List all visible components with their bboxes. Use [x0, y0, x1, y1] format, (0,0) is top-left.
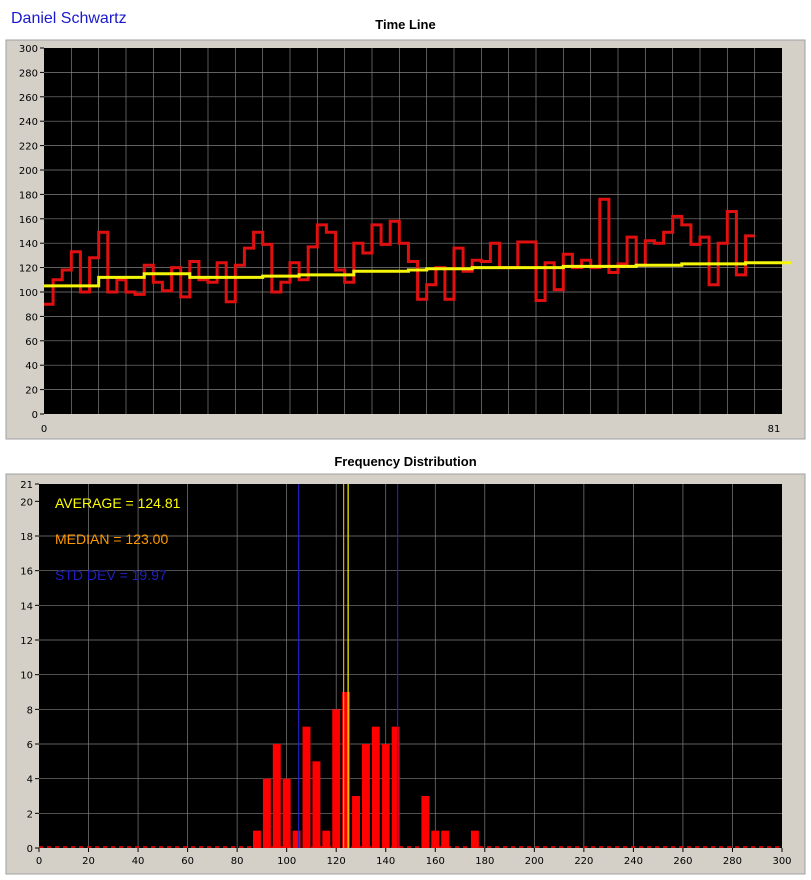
timeline-y-tick-label: 180 — [19, 190, 38, 201]
timeline-x-tick-label: 0 — [41, 424, 47, 435]
frequency-x-tick-label: 300 — [772, 856, 791, 867]
frequency-y-tick-label: 18 — [20, 532, 33, 543]
frequency-x-tick-label: 240 — [624, 856, 643, 867]
timeline-y-tick-label: 100 — [19, 288, 38, 299]
timeline-y-tick-label: 220 — [19, 142, 38, 153]
frequency-y-tick-label: 2 — [27, 809, 33, 820]
timeline-y-tick-label: 60 — [25, 337, 38, 348]
frequency-x-tick-label: 80 — [231, 856, 244, 867]
frequency-x-tick-label: 200 — [525, 856, 544, 867]
frequency-bar — [272, 744, 281, 848]
frequency-x-tick-label: 100 — [277, 856, 296, 867]
frequency-bar — [302, 726, 311, 848]
timeline-y-tick-label: 240 — [19, 117, 38, 128]
frequency-x-tick-label: 40 — [132, 856, 145, 867]
timeline-y-tick-label: 40 — [25, 361, 38, 372]
frequency-bar — [421, 796, 430, 848]
timeline-y-tick-label: 20 — [25, 386, 38, 397]
timeline-y-tick-label: 120 — [19, 264, 38, 275]
frequency-bar — [332, 709, 341, 848]
frequency-x-tick-label: 160 — [426, 856, 445, 867]
frequency-x-tick-label: 260 — [673, 856, 692, 867]
timeline-y-tick-label: 160 — [19, 215, 38, 226]
frequency-y-tick-label: 8 — [27, 705, 33, 716]
timeline-y-tick-label: 80 — [25, 312, 38, 323]
frequency-x-tick-label: 220 — [574, 856, 593, 867]
frequency-x-tick-label: 60 — [181, 856, 194, 867]
frequency-bar — [431, 830, 440, 848]
frequency-x-tick-label: 140 — [376, 856, 395, 867]
frequency-plot-area — [39, 484, 782, 848]
frequency-bar — [361, 744, 370, 848]
frequency-bar — [252, 830, 261, 848]
frequency-bar — [441, 830, 450, 848]
frequency-y-tick-label: 4 — [27, 775, 33, 786]
frequency-bar — [342, 692, 351, 848]
timeline-y-tick-label: 300 — [19, 44, 38, 55]
user-name: Daniel Schwartz — [11, 10, 127, 27]
frequency-x-tick-label: 280 — [723, 856, 742, 867]
timeline-title: Time Line — [375, 17, 436, 32]
timeline-plot-area — [44, 48, 782, 414]
frequency-bar — [312, 761, 321, 848]
timeline-x-tick-label: 81 — [768, 424, 781, 435]
frequency-title: Frequency Distribution — [334, 454, 477, 469]
frequency-y-tick-label: 6 — [27, 740, 33, 751]
frequency-bar — [470, 830, 479, 848]
frequency-bar — [262, 778, 271, 848]
timeline-measurement-line — [44, 197, 755, 306]
timeline-running-average-line — [44, 261, 792, 288]
stat-annotation: MEDIAN = 123.00 — [55, 531, 168, 547]
timeline-y-tick-label: 0 — [32, 410, 38, 421]
frequency-y-tick-label: 16 — [20, 567, 33, 578]
frequency-bar — [371, 726, 380, 848]
frequency-bar — [381, 744, 390, 848]
timeline-y-tick-label: 140 — [19, 239, 38, 250]
frequency-bar — [292, 830, 301, 848]
timeline-y-tick-label: 200 — [19, 166, 38, 177]
frequency-bar — [282, 778, 291, 848]
stat-annotation: STD DEV = 19.97 — [55, 567, 167, 583]
frequency-bar — [352, 796, 360, 848]
frequency-y-tick-label: 21 — [20, 480, 33, 491]
frequency-x-tick-label: 120 — [327, 856, 346, 867]
frequency-y-tick-label: 10 — [20, 671, 33, 682]
timeline-y-tick-label: 260 — [19, 93, 38, 104]
frequency-bar — [322, 830, 331, 848]
frequency-bar — [391, 726, 400, 848]
frequency-x-tick-label: 0 — [36, 856, 42, 867]
frequency-y-tick-label: 0 — [27, 844, 33, 855]
stat-annotation: AVERAGE = 124.81 — [55, 495, 181, 511]
frequency-x-tick-label: 180 — [475, 856, 494, 867]
frequency-y-tick-label: 12 — [20, 636, 33, 647]
frequency-x-tick-label: 20 — [82, 856, 95, 867]
timeline-y-tick-label: 280 — [19, 68, 38, 79]
frequency-y-tick-label: 14 — [20, 601, 33, 612]
frequency-y-tick-label: 20 — [20, 497, 33, 508]
